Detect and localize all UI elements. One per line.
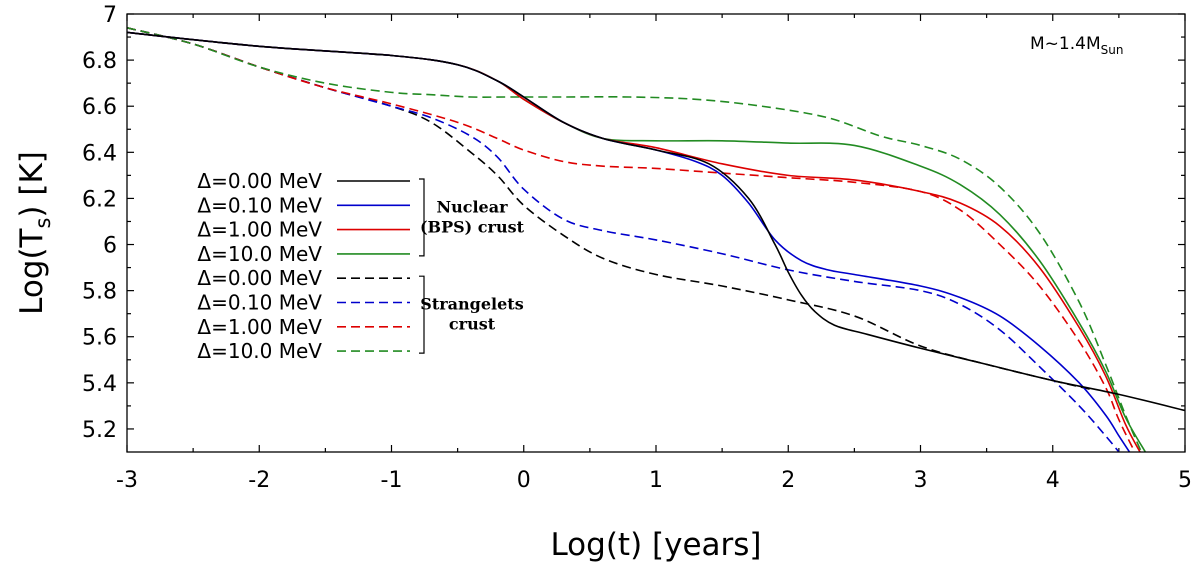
y-tick-label: 5.6 — [82, 326, 117, 351]
y-tick-label: 7 — [103, 3, 117, 28]
y-tick-label: 6.4 — [82, 141, 117, 166]
x-tick-label: 0 — [517, 468, 531, 493]
group-label: Nuclear — [436, 197, 508, 216]
y-tick-label: 6.8 — [82, 49, 117, 74]
y-axis-title-sub: s — [31, 218, 55, 229]
y-tick-label: 6.2 — [82, 187, 117, 212]
legend-label: Δ=1.00 MeV — [197, 315, 322, 339]
series-lines — [127, 27, 1185, 452]
y-tick-label: 5.8 — [82, 280, 117, 305]
group-label: Strangelets — [420, 295, 523, 314]
y-axis-title-main: Log(T — [14, 227, 50, 314]
legend-label: Δ=10.0 MeV — [197, 242, 322, 266]
series-line-nuclear-0 — [127, 31, 1185, 412]
group-label: crust — [449, 315, 496, 334]
axis-ticks — [126, 13, 1186, 452]
x-tick-label: -1 — [381, 468, 403, 493]
x-tick-label: -3 — [116, 468, 138, 493]
x-tick-label: 3 — [914, 468, 928, 493]
x-axis-title: Log(t) [years] — [550, 527, 761, 563]
tick-labels: -3 -2 -1 0 1 2 3 4 5 5.2 5.4 5.6 5.8 6 6.2 6.4 6.6 6.8 7 — [82, 3, 1192, 493]
y-axis-title-tail: ) [K] — [14, 151, 50, 217]
legend-label: Δ=1.00 MeV — [197, 218, 322, 242]
y-axis-title: Log(Ts) [K] — [14, 151, 55, 315]
mass-annotation-sub: Sun — [1101, 43, 1124, 57]
group-label: (BPS) crust — [420, 217, 525, 236]
series-line-strangelets-7 — [127, 27, 1143, 452]
x-tick-label: 4 — [1046, 468, 1060, 493]
legend-label: Δ=0.10 MeV — [197, 291, 322, 315]
legend-label: Δ=0.10 MeV — [197, 193, 322, 217]
y-tick-label: 5.4 — [82, 372, 117, 397]
legend-label: Δ=10.0 MeV — [197, 339, 322, 363]
mass-annotation-main: M~1.4M — [1030, 34, 1101, 54]
mass-annotation: M~1.4MSun — [1030, 34, 1123, 57]
series-line-strangelets-6 — [127, 27, 1136, 452]
legend-label: Δ=0.00 MeV — [197, 266, 322, 290]
x-tick-label: 1 — [649, 468, 663, 493]
group-bracket — [419, 178, 425, 257]
y-tick-label: 6 — [103, 234, 117, 259]
legend-label: Δ=0.00 MeV — [197, 169, 322, 193]
y-tick-label: 5.2 — [82, 418, 117, 443]
x-tick-label: -2 — [248, 468, 270, 493]
y-tick-label: 6.6 — [82, 95, 117, 120]
plot-frame — [126, 13, 1186, 453]
x-tick-label: 2 — [781, 468, 795, 493]
x-tick-label: 5 — [1178, 468, 1192, 493]
group-bracket — [419, 275, 425, 354]
